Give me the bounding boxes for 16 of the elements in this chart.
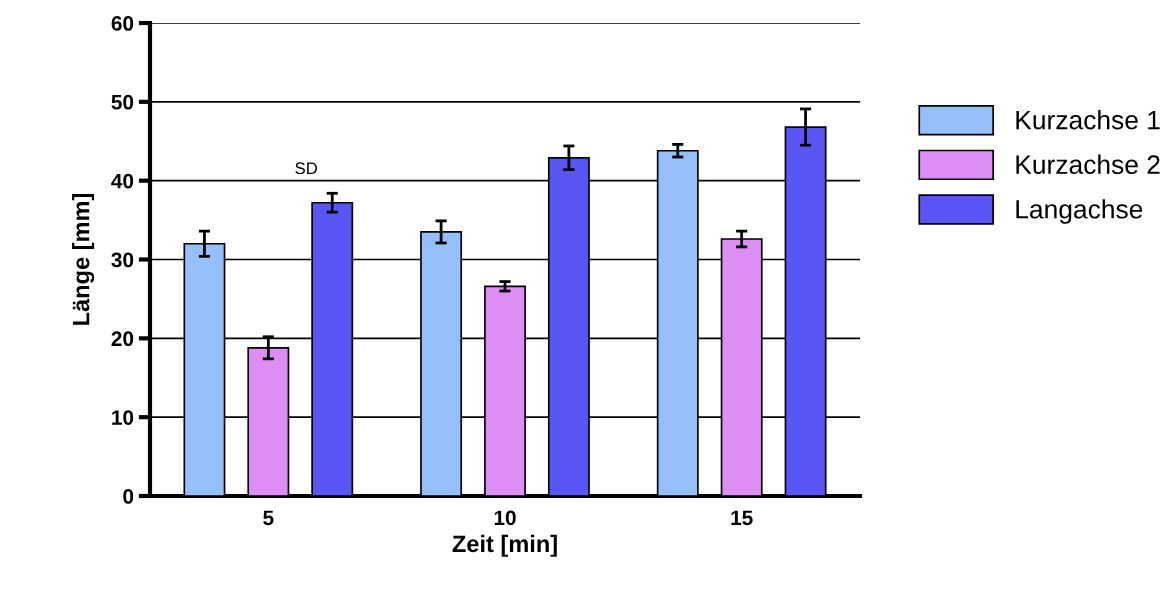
legend-label: Kurzachse 1 (1016, 110, 1160, 130)
y-axis-title: Länge [mm] (72, 193, 95, 325)
y-tick-label: 50 (111, 94, 134, 110)
y-tick-label: 20 (111, 331, 134, 347)
y-tick-label: 30 (111, 252, 134, 268)
annotation: SD (295, 162, 317, 175)
x-tick-label: 5 (263, 510, 274, 526)
x-tick-label: 15 (731, 510, 753, 526)
y-tick-label: 10 (112, 410, 134, 425)
x-tick-label: 10 (494, 510, 516, 526)
y-tick-label: 60 (111, 16, 134, 31)
y-tick-label: 40 (111, 173, 134, 189)
x-axis-title: Zeit [min] (452, 534, 557, 557)
legend-label: Kurzachse 2 (1016, 154, 1160, 174)
legend-label: Langachse (1016, 199, 1143, 224)
y-tick-label: 0 (123, 489, 134, 504)
